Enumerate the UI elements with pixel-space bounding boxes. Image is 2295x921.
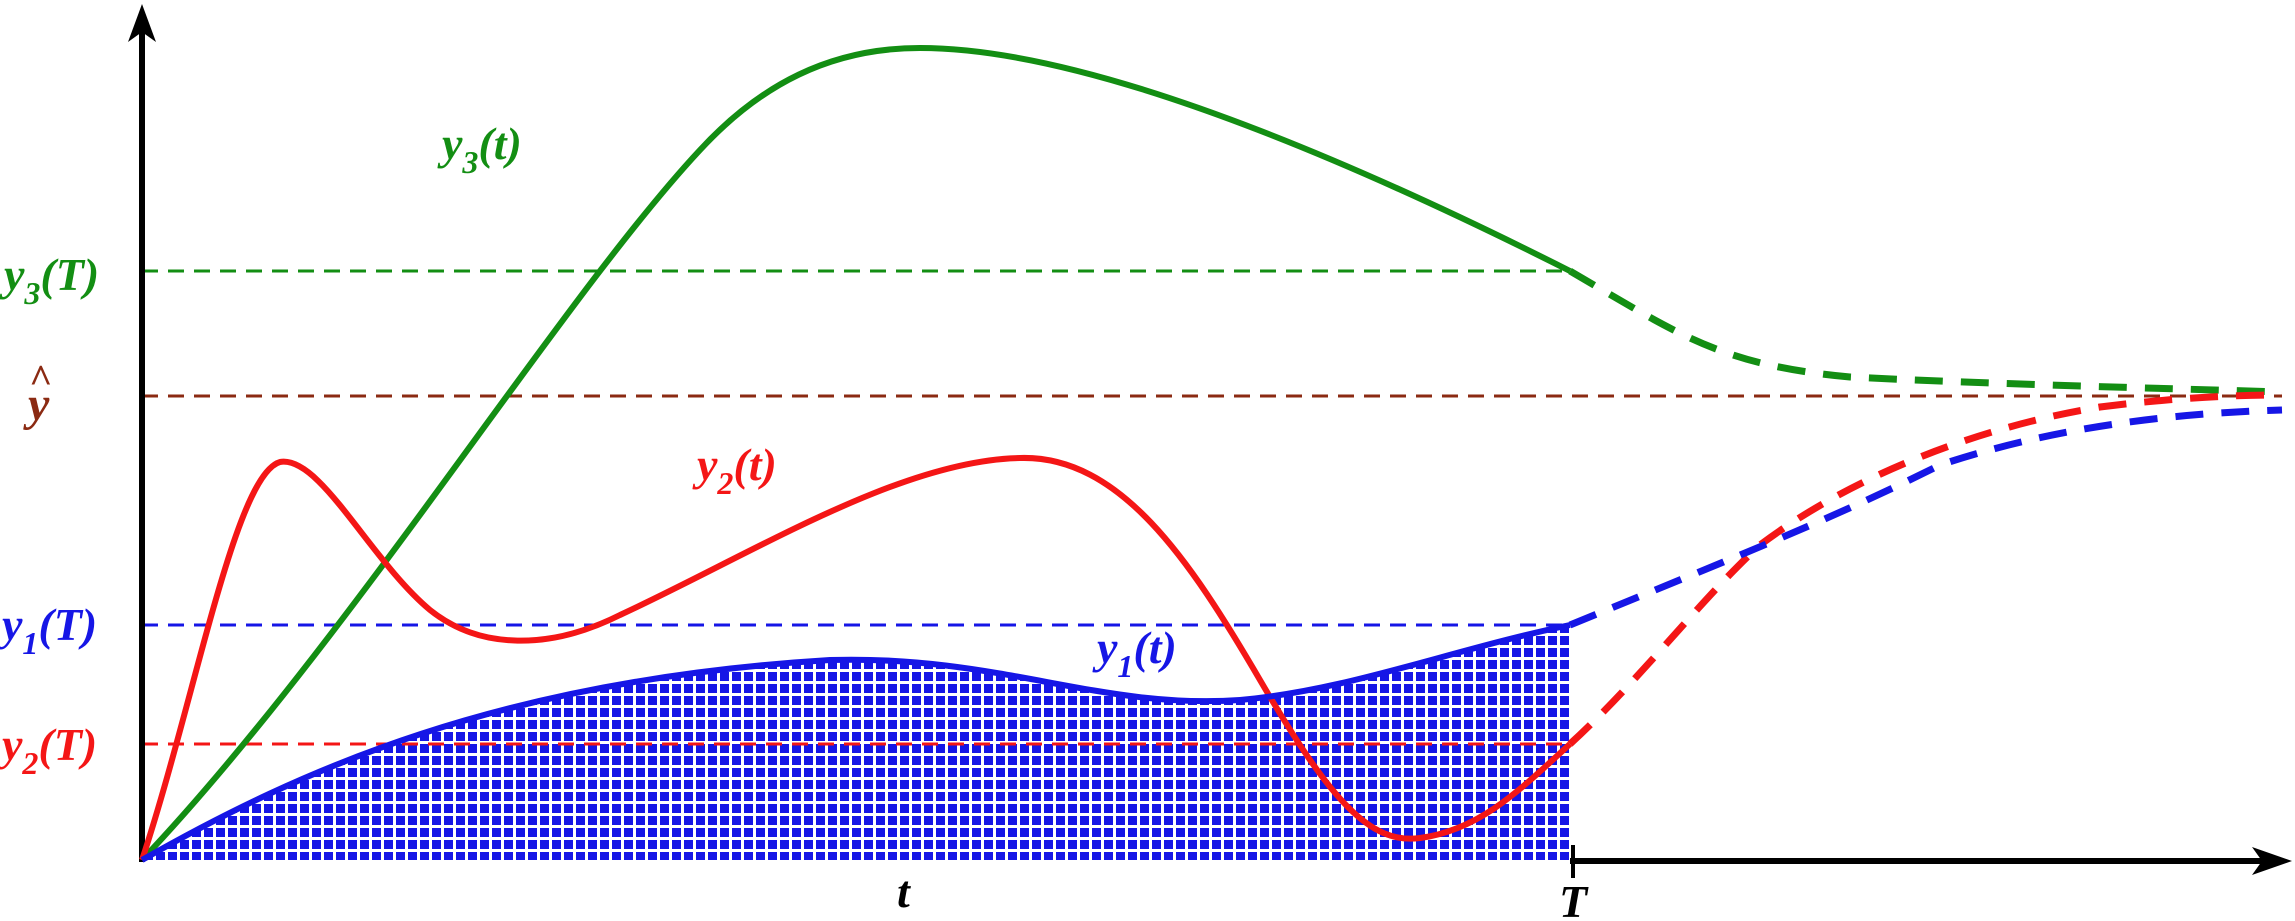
y2-curve-label: y2(t) — [692, 439, 777, 501]
x-axis-T-label: T — [1559, 876, 1589, 921]
y1-curve-label: y1(t) — [1092, 622, 1177, 684]
y-axis-arrow-icon — [128, 4, 156, 42]
y3-curve-label: y3(t) — [437, 118, 522, 180]
y2-T-label: y2(T) — [0, 719, 97, 781]
x-axis-arrow-icon — [2252, 847, 2292, 875]
y3-T-label: y3(T) — [0, 249, 99, 311]
y3-curve — [139, 44, 1572, 863]
y-hat-label: y — [23, 378, 50, 431]
y1-curve — [140, 622, 1571, 863]
y2-curve-extension — [1567, 391, 2283, 747]
y1-curve-extension — [1568, 406, 2283, 629]
y-hat-caret: ^ — [29, 356, 52, 401]
x-axis-t-label: t — [897, 866, 911, 917]
y3-curve-extension — [1568, 267, 2283, 396]
y2-curve — [139, 454, 1573, 861]
y1-T-label: y1(T) — [0, 599, 97, 661]
